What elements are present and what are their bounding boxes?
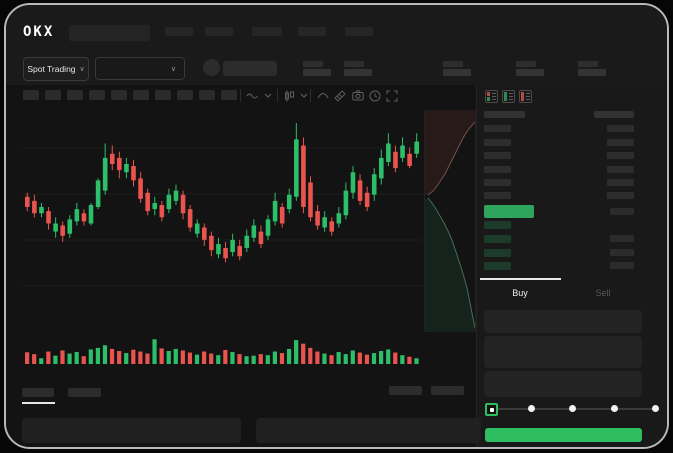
chevron-down-icon[interactable] bbox=[264, 93, 272, 99]
sell-tab[interactable]: Sell bbox=[595, 288, 611, 298]
timeframe-button[interactable] bbox=[45, 90, 61, 100]
timeframe-button[interactable] bbox=[155, 90, 171, 100]
toolbar-divider bbox=[240, 89, 241, 102]
depth-chart bbox=[424, 110, 476, 332]
device-frame: OKX Spot Trading ∨ ∨ bbox=[4, 3, 669, 449]
toolbar-divider bbox=[310, 89, 311, 102]
buy-button[interactable] bbox=[485, 428, 642, 442]
ask-row-price bbox=[484, 166, 511, 173]
last-price-placeholder bbox=[223, 61, 277, 76]
ticker-stat-value bbox=[516, 69, 544, 76]
camera-icon[interactable] bbox=[352, 90, 364, 101]
ticker-stat-label bbox=[516, 61, 536, 67]
ask-row-amount bbox=[607, 152, 634, 159]
buy-tab-indicator bbox=[480, 278, 561, 280]
slider-stop[interactable] bbox=[610, 405, 618, 412]
ask-row-amount bbox=[607, 179, 634, 186]
orders-settings-placeholder[interactable] bbox=[431, 386, 464, 395]
ticker-stat-label bbox=[443, 61, 463, 67]
ticker-stat-value bbox=[443, 69, 471, 76]
nav-item-placeholder[interactable] bbox=[252, 27, 282, 36]
wave-line-icon[interactable] bbox=[246, 91, 259, 101]
spread-placeholder bbox=[610, 208, 634, 215]
nav-item-placeholder[interactable] bbox=[345, 27, 373, 36]
coin-avatar bbox=[203, 59, 220, 76]
bid-row-amount bbox=[610, 249, 634, 256]
orders-panel-left bbox=[22, 418, 241, 443]
curve-overlay-icon[interactable] bbox=[317, 92, 329, 100]
ask-row-amount bbox=[607, 139, 634, 146]
ticker-stat-label bbox=[303, 61, 323, 67]
timeframe-button[interactable] bbox=[89, 90, 105, 100]
asks-only-icon[interactable] bbox=[519, 90, 532, 103]
slider-stop[interactable] bbox=[568, 405, 576, 412]
chevron-down-icon: ∨ bbox=[170, 65, 176, 73]
active-tab-underline bbox=[22, 402, 55, 404]
nav-item-placeholder[interactable] bbox=[165, 27, 193, 36]
orders-panel-right bbox=[256, 418, 481, 443]
bid-row-price bbox=[484, 249, 511, 257]
draw-hatch-icon[interactable] bbox=[334, 90, 346, 102]
okx-logo: OKX bbox=[23, 24, 55, 40]
orders-tab-active[interactable] bbox=[22, 388, 54, 397]
ask-row-amount bbox=[607, 192, 634, 199]
candlestick-chart[interactable] bbox=[22, 108, 422, 336]
ticker-stat-label bbox=[344, 61, 364, 67]
pair-title-placeholder bbox=[69, 25, 150, 41]
bid-row-amount bbox=[610, 235, 634, 242]
ticker-stat-label bbox=[578, 61, 598, 67]
candlestick-type-icon[interactable] bbox=[284, 90, 295, 102]
bid-row-price bbox=[484, 221, 511, 229]
bid-row-price bbox=[484, 262, 511, 270]
ask-row-amount bbox=[607, 125, 634, 132]
chevron-down-icon: ∨ bbox=[79, 66, 85, 73]
ask-row-price bbox=[484, 152, 511, 159]
bids-only-icon[interactable] bbox=[502, 90, 515, 103]
buy-tab[interactable]: Buy bbox=[512, 288, 528, 298]
timeframe-button[interactable] bbox=[177, 90, 193, 100]
ask-row-amount bbox=[607, 166, 634, 173]
orderbook-header-amount bbox=[594, 111, 634, 118]
amount-field[interactable] bbox=[484, 336, 642, 368]
volume-bars bbox=[25, 339, 419, 364]
nav-item-placeholder[interactable] bbox=[205, 27, 233, 36]
timeframe-button[interactable] bbox=[199, 90, 215, 100]
timeframe-button[interactable] bbox=[23, 90, 39, 100]
timeframe-button[interactable] bbox=[67, 90, 83, 100]
slider-handle[interactable] bbox=[485, 403, 498, 416]
ask-row-price bbox=[484, 179, 511, 186]
market-type-dropdown[interactable]: Spot Trading ∨ bbox=[23, 57, 89, 81]
slider-stop[interactable] bbox=[527, 405, 535, 412]
fullscreen-icon[interactable] bbox=[386, 90, 398, 102]
ticker-stat-value bbox=[303, 69, 331, 76]
ticker-stat-value bbox=[344, 69, 372, 76]
ask-row-price bbox=[484, 125, 511, 132]
slider-stop[interactable] bbox=[651, 405, 659, 412]
timeframe-button[interactable] bbox=[221, 90, 237, 100]
bid-row-price bbox=[484, 235, 511, 243]
timeframe-button[interactable] bbox=[111, 90, 127, 100]
orderbook-header-price bbox=[484, 111, 525, 118]
ticker-stat-value bbox=[578, 69, 606, 76]
timeframe-button[interactable] bbox=[133, 90, 149, 100]
combined-book-icon[interactable] bbox=[485, 90, 498, 103]
pair-selector-dropdown[interactable]: ∨ bbox=[95, 57, 185, 80]
slider-handle-dot bbox=[489, 407, 494, 412]
screen: OKX Spot Trading ∨ ∨ bbox=[6, 5, 667, 447]
price-field[interactable] bbox=[484, 310, 642, 333]
orders-tab-inactive[interactable] bbox=[68, 388, 101, 397]
market-type-label: Spot Trading bbox=[27, 64, 76, 74]
chevron-down-icon[interactable] bbox=[300, 93, 308, 99]
ask-row-price bbox=[484, 139, 511, 146]
ask-row-price bbox=[484, 192, 511, 199]
clock-icon[interactable] bbox=[369, 90, 381, 102]
bid-row-amount bbox=[610, 262, 634, 269]
orders-filter-placeholder[interactable] bbox=[389, 386, 422, 395]
toolbar-divider bbox=[277, 89, 278, 102]
total-field[interactable] bbox=[484, 371, 642, 397]
last-price-bar bbox=[484, 205, 534, 218]
nav-item-placeholder[interactable] bbox=[298, 27, 326, 36]
